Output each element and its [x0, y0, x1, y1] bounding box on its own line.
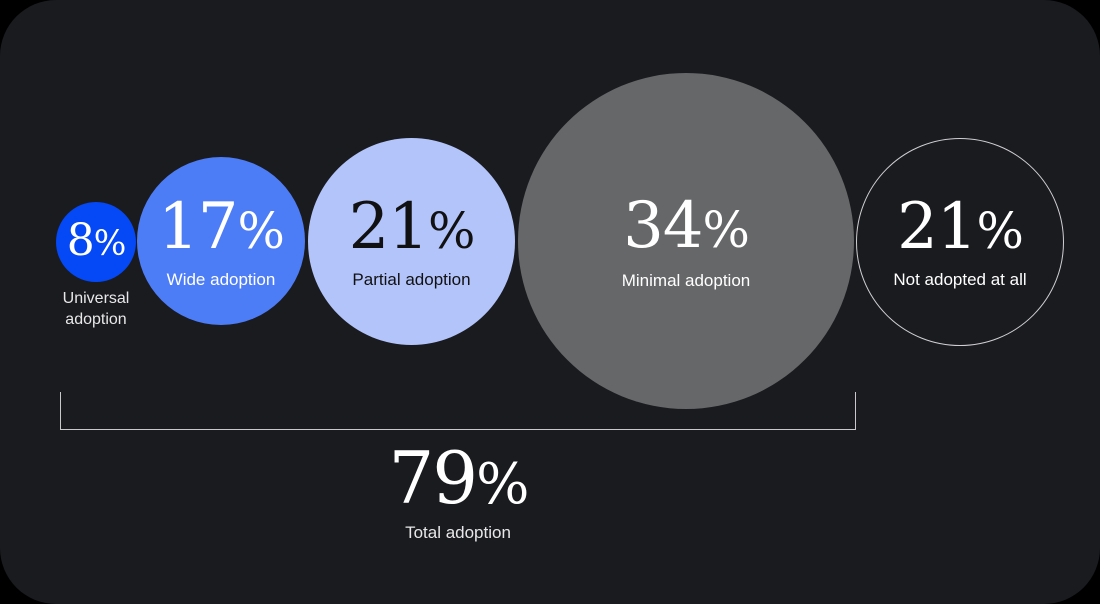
total-bracket [60, 392, 856, 430]
total-value: 79% [358, 436, 558, 527]
bubble-value: 8% [56, 216, 136, 269]
bubble-not-adopted: 21% Not adopted at all [856, 138, 1064, 346]
value-number: 8 [66, 215, 95, 266]
bubble-value: 34% [518, 190, 854, 266]
bubble-label: Partial adoption [352, 270, 471, 289]
bubble-value: 21% [857, 191, 1063, 267]
bubble-universal-adoption: 8% [56, 202, 136, 282]
percent-symbol: % [237, 202, 285, 260]
value-number: 21 [897, 190, 977, 264]
bubble-label: Not adopted at all [893, 270, 1027, 289]
value-number: 34 [623, 189, 703, 263]
bubble-label-universal: Universal adoption [46, 288, 146, 330]
percent-symbol: % [976, 202, 1024, 260]
percent-symbol: % [476, 452, 529, 517]
label-line-2: adoption [65, 311, 127, 328]
bubble-label: Minimal adoption [621, 271, 751, 290]
percent-symbol: % [702, 201, 750, 259]
bubble-value: 21% [308, 191, 515, 267]
bubble-wide-adoption: 17% Wide adoption [137, 157, 305, 325]
bubble-label: Wide adoption [166, 270, 276, 289]
bubble-minimal-adoption: 34% Minimal adoption [518, 73, 854, 409]
value-number: 21 [348, 190, 429, 264]
value-number: 17 [158, 190, 238, 264]
bubble-partial-adoption: 21% Partial adoption [308, 138, 515, 345]
total-label: Total adoption [405, 523, 511, 542]
total-number: 79 [388, 436, 479, 520]
label-line-1: Universal [62, 290, 130, 307]
bubble-value: 17% [137, 191, 305, 267]
percent-symbol: % [93, 224, 127, 264]
percent-symbol: % [428, 202, 475, 260]
